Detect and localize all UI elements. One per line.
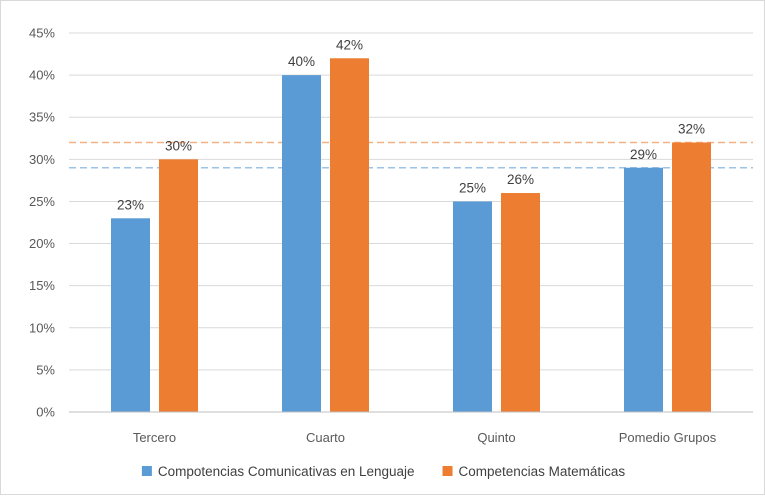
data-label: 40%	[288, 54, 315, 69]
bars	[111, 58, 711, 413]
y-tick-label: 20%	[29, 236, 55, 251]
data-label: 32%	[678, 121, 705, 136]
x-tick-label: Pomedio Grupos	[619, 430, 717, 445]
y-tick-label: 10%	[29, 320, 55, 335]
y-tick-label: 40%	[29, 68, 55, 83]
data-label: 42%	[336, 37, 363, 52]
bar	[672, 142, 711, 412]
legend: Compotencias Comunicativas en Lenguaje Co…	[141, 464, 626, 479]
y-tick-label: 25%	[29, 194, 55, 209]
x-tick-label: Cuarto	[306, 430, 345, 445]
x-tick-label: Quinto	[477, 430, 515, 445]
bar	[501, 193, 540, 412]
data-label: 26%	[507, 172, 534, 187]
bar	[111, 218, 150, 412]
legend-swatch	[442, 466, 453, 476]
data-label: 30%	[165, 138, 192, 153]
y-tick-label: 45%	[29, 26, 55, 41]
bar	[624, 167, 663, 412]
y-tick-label: 30%	[29, 152, 55, 167]
y-tick-label: 15%	[29, 278, 55, 293]
data-labels: 23% 30% 40% 42% 25% 26% 29% 32%	[117, 37, 705, 212]
y-tick-label: 5%	[36, 362, 55, 377]
data-label: 29%	[630, 147, 657, 162]
x-tick-label: Tercero	[133, 430, 176, 445]
bar	[453, 201, 492, 412]
legend-swatch	[141, 466, 152, 476]
bar	[330, 58, 369, 413]
bar	[159, 159, 198, 412]
legend-label: Competencias Matemáticas	[459, 464, 626, 479]
y-tick-label: 0%	[36, 405, 55, 420]
data-label: 25%	[459, 180, 486, 195]
axes: 0% 5% 10% 15% 20% 25% 30% 35% 40% 45% Tercero Cuart…	[29, 26, 753, 445]
y-tick-label: 35%	[29, 110, 55, 125]
legend-label: Compotencias Comunicativas en Lenguaje	[158, 464, 415, 479]
bar	[282, 75, 321, 412]
data-label: 23%	[117, 197, 144, 212]
